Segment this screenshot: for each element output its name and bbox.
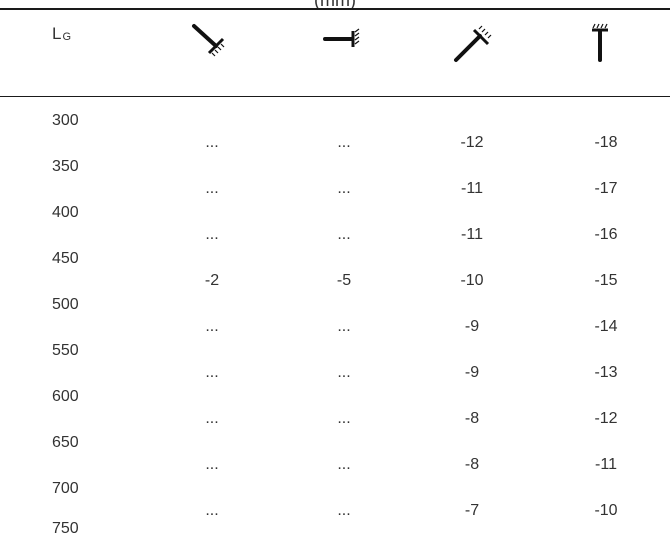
row-label: 600 — [52, 388, 79, 405]
table-cell: -7 — [464, 502, 480, 519]
table-cell: ... — [205, 456, 219, 473]
row-label: 300 — [52, 112, 79, 129]
table-cell: ... — [205, 134, 219, 151]
vertical-top-hatched-support-icon — [592, 23, 608, 62]
table-cell: -8 — [464, 456, 480, 473]
table-cell: ... — [205, 180, 219, 197]
header-lg-subscript: G — [62, 31, 72, 43]
table-cell: ... — [337, 318, 351, 335]
table-top-rule — [0, 8, 670, 10]
table-cell: -12 — [460, 134, 484, 151]
table-cell: -11 — [595, 456, 617, 473]
table-cell: ... — [337, 502, 351, 519]
table-cell: -16 — [594, 226, 618, 243]
row-label: 450 — [52, 250, 79, 267]
table-cell: ... — [205, 226, 219, 243]
row-label: 650 — [52, 434, 79, 451]
table-cell: ... — [205, 364, 219, 381]
table-cell: ... — [337, 456, 351, 473]
table-cell: -10 — [594, 502, 618, 519]
horizontal-right-hatched-support-icon — [323, 28, 360, 47]
diagonal-left-hatched-support-icon — [192, 24, 225, 57]
table-cell: ... — [337, 180, 351, 197]
table-cell: -14 — [594, 318, 618, 335]
table-cell: -11 — [461, 226, 483, 243]
table-cell: -11 — [461, 180, 483, 197]
row-label: 750 — [52, 520, 79, 537]
header-rule — [0, 96, 670, 97]
table-cell: -18 — [594, 134, 618, 151]
table-cell: -2 — [204, 272, 220, 289]
table-cell: -15 — [594, 272, 618, 289]
table-cell: -9 — [464, 318, 480, 335]
table-cell: -9 — [464, 364, 480, 381]
row-label: 400 — [52, 204, 79, 221]
header-lg-label: LG — [52, 24, 71, 44]
table-title: (mm) — [0, 0, 670, 8]
table-cell: ... — [337, 410, 351, 427]
table-cell: ... — [337, 364, 351, 381]
table-cell: -17 — [594, 180, 618, 197]
table-title-clip: (mm) — [0, 0, 670, 8]
table-cell: ... — [337, 226, 351, 243]
table-cell: ... — [205, 502, 219, 519]
table-cell: ... — [337, 134, 351, 151]
row-label: 350 — [52, 158, 79, 175]
row-label: 500 — [52, 296, 79, 313]
header-lg-main: L — [52, 24, 62, 43]
table-cell: ... — [205, 410, 219, 427]
table-cell: -12 — [594, 410, 618, 427]
row-label: 550 — [52, 342, 79, 359]
diagonal-right-hatched-support-icon — [454, 25, 492, 62]
table-cell: -8 — [464, 410, 480, 427]
table-cell: -13 — [594, 364, 618, 381]
table-cell: -10 — [460, 272, 484, 289]
table-cell: ... — [205, 318, 219, 335]
row-label: 700 — [52, 480, 79, 497]
table-cell: -5 — [336, 272, 352, 289]
